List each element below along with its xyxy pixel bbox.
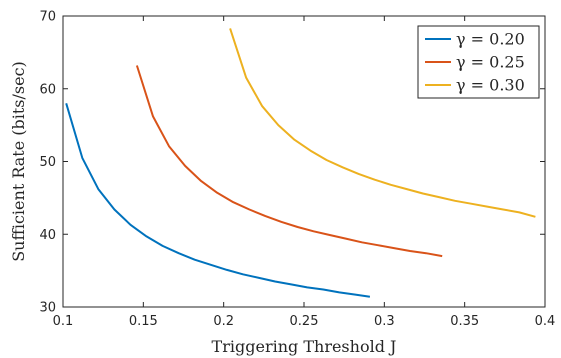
legend-label-3: γ = 0.30 [456,76,525,95]
x-tick-label: 0.1 [53,314,74,329]
series-line-2 [135,65,443,258]
x-tick-label: 0.4 [535,314,556,329]
legend-label-1: γ = 0.20 [456,30,525,49]
x-tick-label: 0.35 [450,314,479,329]
y-tick-label: 70 [39,10,56,25]
y-tick-label: 40 [39,228,56,243]
x-tick-label: 0.2 [213,314,234,329]
series-line-3 [229,28,536,218]
y-tick-label: 50 [39,155,56,170]
y-axis-label: Sufficient Rate (bits/sec) [9,61,28,262]
x-tick-label: 0.15 [129,314,158,329]
series-line-1 [65,103,371,298]
x-tick-label: 0.25 [290,314,319,329]
series-layer [65,28,536,298]
x-axis-label: Triggering Threshold J [212,337,397,356]
ticks-layer: 0.1 0.15 0.2 0.25 0.3 0.35 0.4 30 40 50 60 70 [39,10,555,330]
y-tick-label: 60 [39,82,56,97]
legend-label-2: γ = 0.25 [456,53,525,72]
x-tick-label: 0.3 [374,314,395,329]
y-tick-label: 30 [39,301,56,316]
legend: γ = 0.20 γ = 0.25 γ = 0.30 [417,25,540,99]
